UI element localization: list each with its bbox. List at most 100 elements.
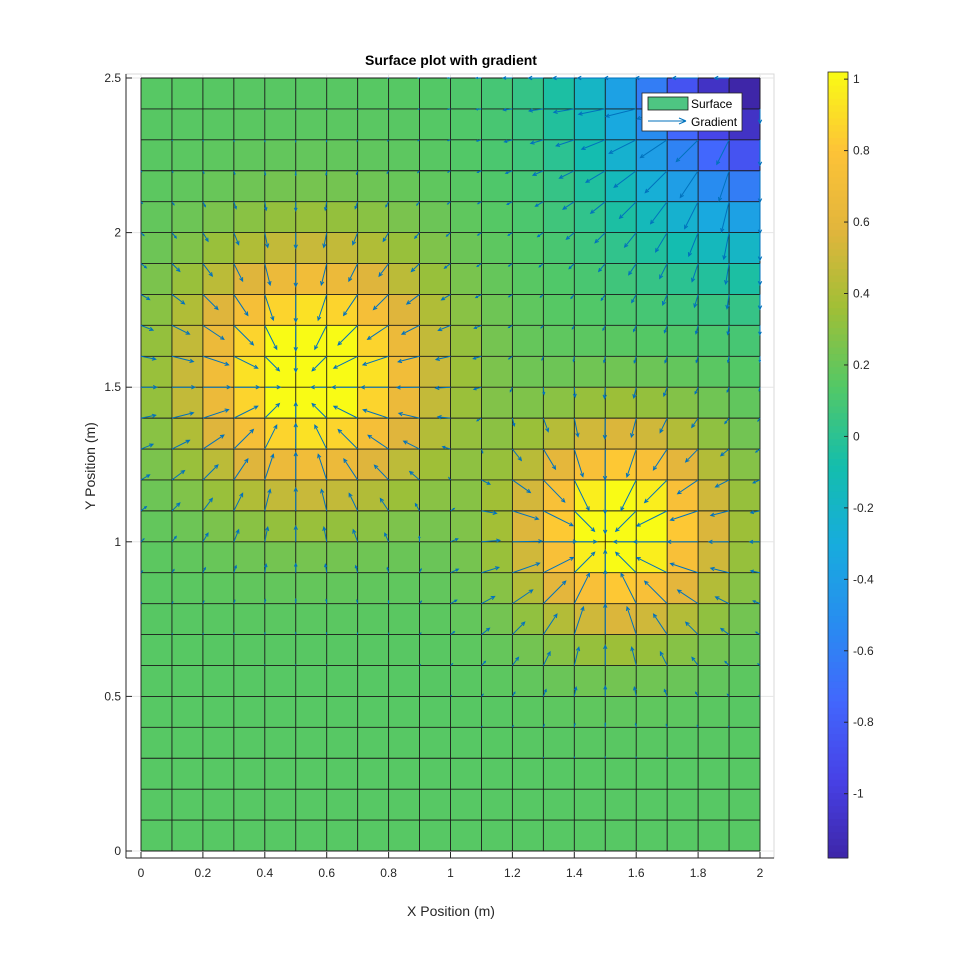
surface-cell: [295, 727, 328, 759]
surface-cell: [202, 201, 235, 233]
surface-cell: [512, 418, 544, 450]
x-tick-label-2: 0.4: [256, 866, 273, 880]
colorbar-tick-label-0: -1: [853, 787, 864, 801]
surface-cell: [729, 510, 761, 543]
colorbar-band: [828, 497, 848, 505]
surface-cell: [419, 758, 451, 790]
surface-cell: [481, 387, 513, 419]
surface-cell: [574, 325, 606, 357]
colorbar-band: [828, 248, 848, 256]
gradient-arrow: [511, 417, 516, 427]
surface-cell: [698, 603, 730, 635]
gradient-arrow: [325, 598, 328, 604]
gradient-arrow: [202, 566, 206, 573]
colorbar-band: [828, 543, 848, 551]
surface-cell: [357, 820, 389, 852]
surface-cell: [636, 449, 668, 481]
colorbar-band: [828, 163, 848, 171]
colorbar-band: [828, 831, 848, 839]
colorbar-band: [828, 759, 848, 767]
surface-cell: [264, 263, 297, 295]
surface-cell: [419, 201, 451, 233]
gradient-arrow: [171, 294, 186, 305]
gradient-arrow: [264, 424, 278, 450]
gradient-arrow: [295, 631, 297, 635]
gradient-arrow: [171, 601, 174, 604]
surface-cell: [636, 665, 668, 697]
gradient-arrow: [633, 356, 637, 364]
gradient-arrow: [171, 355, 195, 363]
surface-cell: [388, 572, 420, 605]
surface-cell: [543, 758, 575, 790]
colorbar-band: [828, 635, 848, 643]
gradient-arrow: [507, 324, 513, 329]
gradient-arrow: [634, 722, 637, 728]
gradient-arrow: [441, 445, 451, 450]
surface-cell: [233, 201, 266, 233]
gradient-arrow: [684, 621, 699, 635]
surface-cell: [388, 479, 420, 512]
gradient-arrow: [264, 402, 281, 419]
gradient-arrow: [542, 723, 545, 728]
gradient-arrow: [665, 723, 668, 728]
surface-cell: [171, 758, 204, 790]
gradient-arrow: [417, 139, 420, 142]
gradient-arrow: [293, 524, 298, 542]
colorbar-band: [828, 85, 848, 93]
surface-cell: [233, 665, 266, 697]
surface-cell: [202, 263, 235, 295]
surface-cell: [605, 820, 637, 852]
colorbar-band: [828, 602, 848, 610]
surface-cell: [419, 727, 451, 759]
gradient-arrow: [666, 539, 699, 545]
gradient-arrow: [661, 294, 668, 307]
colorbar-band: [828, 392, 848, 400]
surface-cell: [512, 696, 544, 728]
gradient-arrow: [714, 479, 730, 488]
colorbar-band: [828, 78, 848, 86]
surface-cell: [295, 449, 328, 481]
gradient-arrow: [472, 386, 482, 391]
surface-cell: [543, 201, 575, 233]
gradient-arrow: [450, 631, 456, 635]
surface-cell: [450, 325, 482, 357]
gradient-arrow: [555, 139, 575, 147]
colorbar-tick-label-3: -0.4: [853, 572, 874, 586]
gradient-arrow: [749, 510, 761, 515]
colorbar-band: [828, 772, 848, 780]
legend-gradient-arrowhead: [678, 117, 687, 125]
surface-cell: [605, 232, 637, 264]
surface-cell: [636, 510, 668, 543]
surface-cell: [357, 665, 389, 697]
gradient-arrow: [757, 139, 763, 167]
colorbar-band: [828, 124, 848, 132]
surface-cell: [636, 325, 668, 357]
surface-cell: [450, 665, 482, 697]
surface-cell: [295, 263, 328, 295]
surface-cell: [543, 356, 575, 388]
gradient-arrow: [400, 324, 420, 335]
colorbar-band: [828, 203, 848, 211]
surface-cell: [729, 356, 761, 388]
gradient-arrow: [233, 201, 237, 210]
surface-cell: [605, 78, 637, 110]
surface-cell: [233, 294, 266, 326]
x-ticks: 0 0.2 0.4 0.6 0.8 1 1.2 1.4 1.6 1.8 2: [138, 852, 764, 880]
gradient-arrow: [356, 139, 359, 143]
gradient-arrow: [603, 75, 637, 81]
gradient-arrow: [542, 580, 567, 604]
surface-cell: [295, 170, 328, 203]
surface-cell: [233, 479, 266, 512]
surface-cell: [481, 449, 513, 481]
surface-cell: [202, 665, 235, 697]
gradient-arrow: [540, 325, 544, 329]
colorbar-band: [828, 294, 848, 302]
gradient-arrow: [233, 263, 244, 283]
surface-cell: [729, 572, 761, 605]
gradient-arrow: [413, 232, 420, 240]
gradient-arrow: [512, 539, 544, 544]
colorbar-band: [828, 432, 848, 440]
gradient-arrow: [332, 355, 358, 369]
colorbar-band: [828, 523, 848, 531]
surface-cell: [605, 325, 637, 357]
